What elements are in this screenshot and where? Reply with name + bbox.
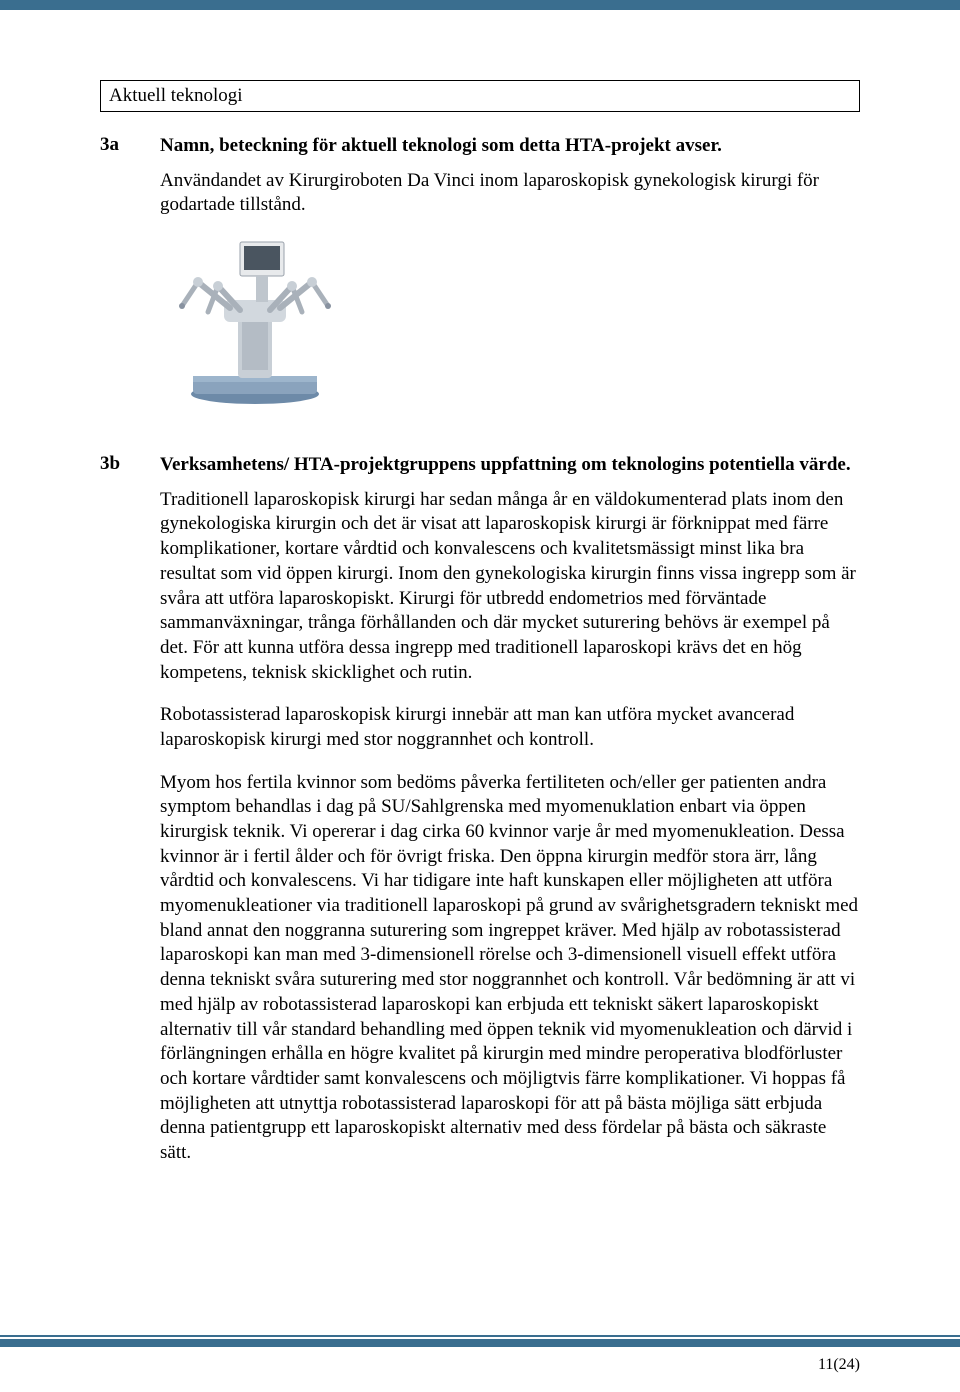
para-3b-1: Robotassisterad laparoskopisk kirurgi in… — [160, 703, 860, 752]
section-intro-3a: Användandet av Kirurgiroboten Da Vinci i… — [160, 169, 860, 218]
section-title-3a: Namn, beteckning för aktuell teknologi s… — [160, 134, 860, 159]
top-accent-bar — [0, 0, 960, 10]
section-3a: 3a Namn, beteckning för aktuell teknolog… — [100, 134, 860, 435]
robot-illustration — [160, 228, 860, 413]
section-body-3b: Verksamhetens/ HTA-projektgruppens uppfa… — [160, 453, 860, 1184]
page-content: Aktuell teknologi 3a Namn, beteckning fö… — [0, 0, 960, 1242]
section-title-3b: Verksamhetens/ HTA-projektgruppens uppfa… — [160, 453, 860, 478]
boxed-heading: Aktuell teknologi — [100, 80, 860, 112]
page-number: 11(24) — [818, 1356, 860, 1374]
para-3b-0: Traditionell laparoskopisk kirurgi har s… — [160, 488, 860, 686]
section-3b: 3b Verksamhetens/ HTA-projektgruppens up… — [100, 453, 860, 1184]
bottom-accent-bar — [0, 1337, 960, 1347]
section-label-3a: 3a — [100, 134, 160, 156]
section-label-3b: 3b — [100, 453, 160, 475]
section-body-3a: Namn, beteckning för aktuell teknologi s… — [160, 134, 860, 435]
para-3b-2: Myom hos fertila kvinnor som bedöms påve… — [160, 771, 860, 1166]
